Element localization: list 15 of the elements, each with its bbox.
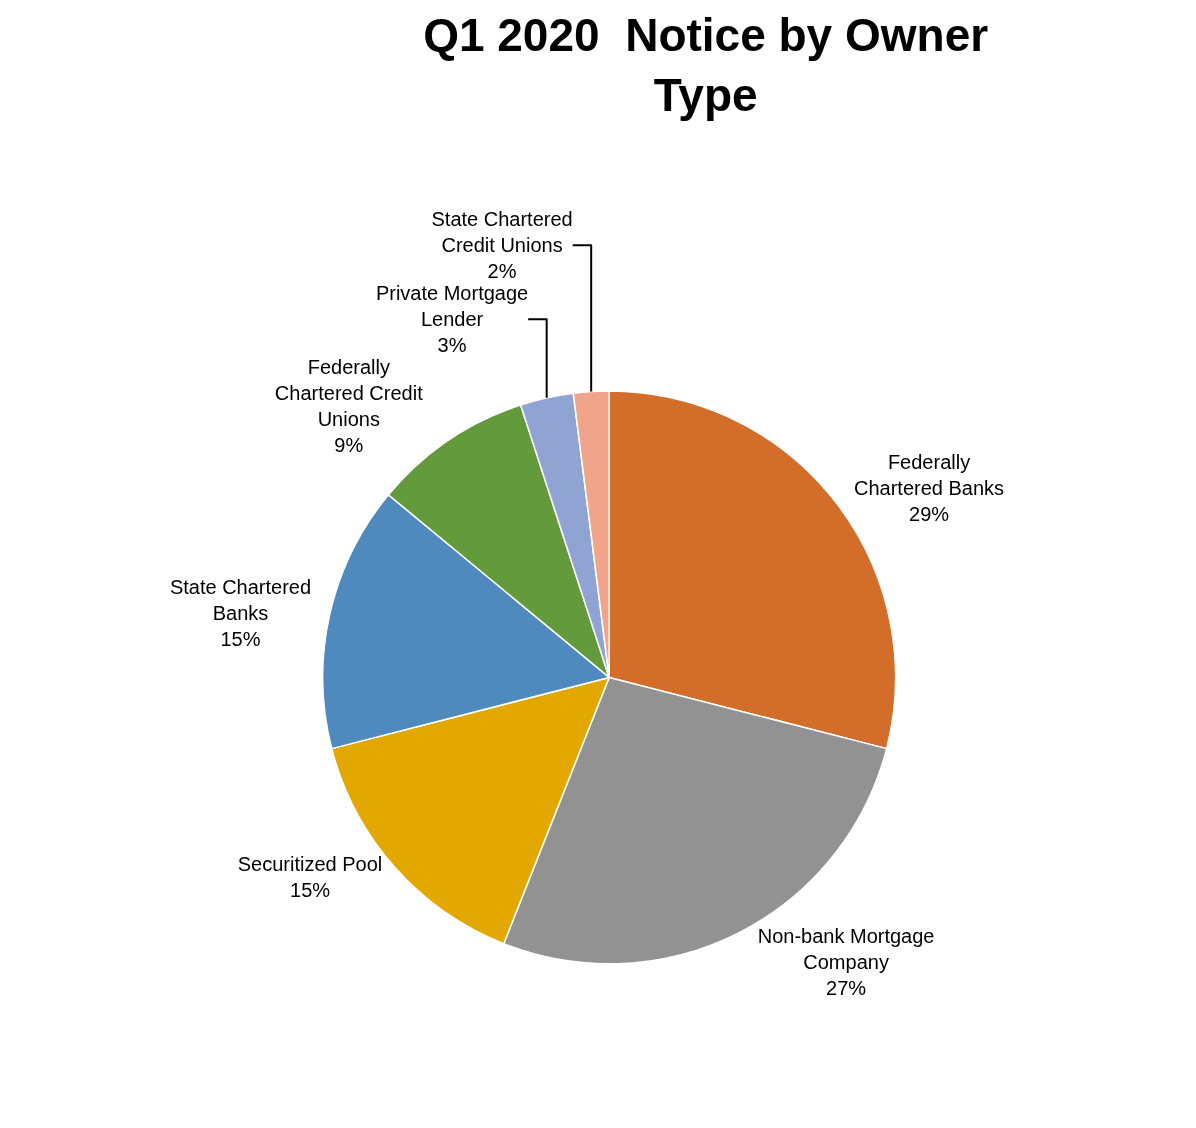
chart-title: Q1 2020 Notice by Owner Type (423, 8, 989, 121)
slice-label: Private Mortgage Lender (375, 282, 529, 331)
data-label: 15% (220, 628, 261, 651)
slice-label: Non-bank Mortgage Company (757, 924, 935, 973)
data-label: 3% (437, 334, 467, 357)
slice-label: State Chartered Credit Unions (431, 208, 573, 257)
data-label: 2% (487, 260, 517, 283)
data-label: 15% (290, 879, 331, 902)
slice-label: Securitized Pool (237, 853, 383, 876)
data-label: 29% (909, 502, 950, 525)
data-label: 27% (826, 976, 867, 999)
slice-label: Federally Chartered Banks (853, 450, 1005, 499)
slice-label: Federally Chartered Credit Unions (274, 356, 424, 431)
slice-label: State Chartered Banks (169, 576, 312, 625)
data-label: 9% (334, 434, 364, 457)
